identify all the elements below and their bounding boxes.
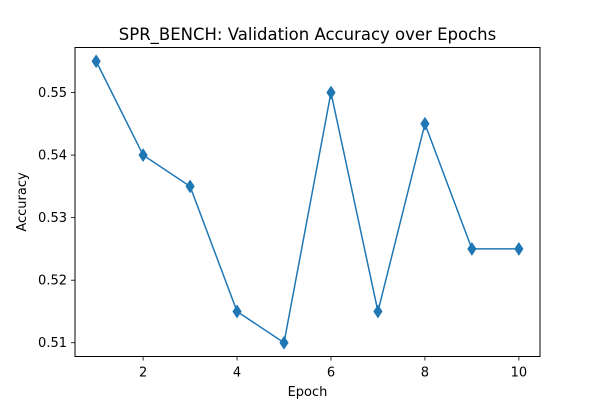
y-tick-label: 0.53 bbox=[38, 211, 67, 226]
y-tick-label: 0.55 bbox=[38, 86, 67, 101]
x-axis-label: Epoch bbox=[288, 385, 328, 400]
data-point bbox=[185, 179, 195, 194]
x-tick-label: 2 bbox=[139, 366, 147, 381]
series-line bbox=[95, 60, 519, 344]
data-point bbox=[467, 242, 477, 256]
y-axis: 0.51 0.52 0.53 0.54 0.55 bbox=[38, 86, 75, 351]
data-point bbox=[326, 85, 336, 100]
y-tick-label: 0.51 bbox=[38, 336, 67, 351]
plot-area bbox=[91, 54, 524, 350]
y-tick-label: 0.52 bbox=[38, 274, 67, 289]
y-tick-label: 0.54 bbox=[38, 149, 67, 164]
y-axis-label: Accuracy bbox=[15, 172, 30, 232]
chart-title: SPR_BENCH: Validation Accuracy over Epoc… bbox=[119, 25, 496, 45]
data-point bbox=[373, 304, 383, 319]
x-tick-label: 6 bbox=[327, 366, 335, 381]
x-tick-label: 10 bbox=[511, 366, 528, 381]
x-tick-label: 8 bbox=[421, 366, 429, 381]
data-point bbox=[138, 148, 148, 162]
x-axis: 2 4 6 8 10 bbox=[139, 356, 528, 381]
data-point bbox=[514, 242, 524, 256]
axes-frame bbox=[74, 47, 541, 357]
data-point bbox=[420, 116, 430, 131]
data-point bbox=[91, 54, 101, 69]
x-tick-label: 4 bbox=[233, 366, 241, 381]
data-point bbox=[232, 304, 242, 319]
data-point bbox=[279, 335, 289, 350]
